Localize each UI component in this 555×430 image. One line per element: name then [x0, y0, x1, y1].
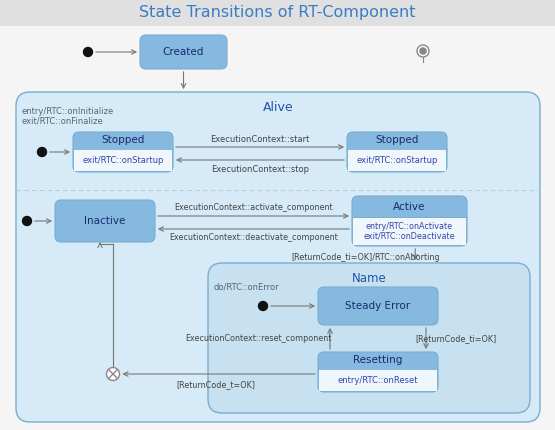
Bar [348, 145, 446, 149]
Circle shape [259, 301, 268, 310]
FancyBboxPatch shape [55, 200, 155, 242]
Bar [0, 0, 555, 26]
FancyBboxPatch shape [16, 92, 540, 422]
Text: ExecutionContext::stop: ExecutionContext::stop [211, 165, 309, 173]
Text: Stopped: Stopped [375, 135, 418, 145]
Text: exit/RTC::onFinalize: exit/RTC::onFinalize [22, 117, 104, 126]
Text: exit/RTC::onStartup: exit/RTC::onStartup [82, 156, 164, 165]
Text: Created: Created [163, 47, 204, 57]
Circle shape [38, 147, 47, 157]
Bar [353, 217, 466, 245]
Text: entry/RTC::onActivate: entry/RTC::onActivate [366, 222, 453, 231]
Text: do/RTC::onError: do/RTC::onError [214, 283, 280, 292]
Text: [ReturnCode_ti=OK]/RTC::onAborting: [ReturnCode_ti=OK]/RTC::onAborting [291, 254, 440, 262]
FancyBboxPatch shape [73, 132, 173, 172]
Text: ExecutionContext::start: ExecutionContext::start [210, 135, 310, 144]
Text: exit/RTC::onStartup: exit/RTC::onStartup [356, 156, 438, 165]
Text: [ReturnCode_ti=OK]: [ReturnCode_ti=OK] [415, 334, 497, 343]
Bar [319, 369, 437, 391]
Text: [ReturnCode_t=OK]: [ReturnCode_t=OK] [176, 381, 255, 390]
Text: ExecutionContext::reset_component: ExecutionContext::reset_component [185, 334, 331, 343]
Text: exit/RTC::onDeactivate: exit/RTC::onDeactivate [364, 232, 455, 241]
FancyBboxPatch shape [140, 35, 227, 69]
Circle shape [23, 216, 32, 225]
FancyBboxPatch shape [208, 263, 530, 413]
Text: entry/RTC::onInitialize: entry/RTC::onInitialize [22, 107, 114, 116]
Circle shape [420, 48, 426, 54]
Text: Active: Active [393, 202, 426, 212]
Text: Name: Name [352, 272, 386, 285]
Text: State Transitions of RT-Component: State Transitions of RT-Component [139, 6, 415, 21]
Circle shape [107, 368, 119, 381]
Bar [74, 145, 172, 149]
Text: entry/RTC::onReset: entry/RTC::onReset [338, 376, 418, 385]
FancyBboxPatch shape [318, 352, 438, 392]
Text: ExecutionContext::deactivate_component: ExecutionContext::deactivate_component [169, 233, 338, 243]
Text: Alive: Alive [263, 101, 293, 114]
Text: Inactive: Inactive [84, 216, 125, 226]
Circle shape [417, 45, 429, 57]
Bar [348, 149, 446, 171]
Circle shape [83, 47, 93, 56]
Text: Resetting: Resetting [354, 356, 403, 365]
Text: Steady Error: Steady Error [345, 301, 411, 311]
FancyBboxPatch shape [347, 132, 447, 172]
FancyBboxPatch shape [318, 287, 438, 325]
Bar [74, 149, 172, 171]
Bar [319, 365, 437, 369]
Text: ExecutionContext::activate_component: ExecutionContext::activate_component [174, 203, 333, 212]
FancyBboxPatch shape [352, 196, 467, 246]
Text: Stopped: Stopped [102, 135, 145, 145]
Bar [353, 213, 466, 218]
